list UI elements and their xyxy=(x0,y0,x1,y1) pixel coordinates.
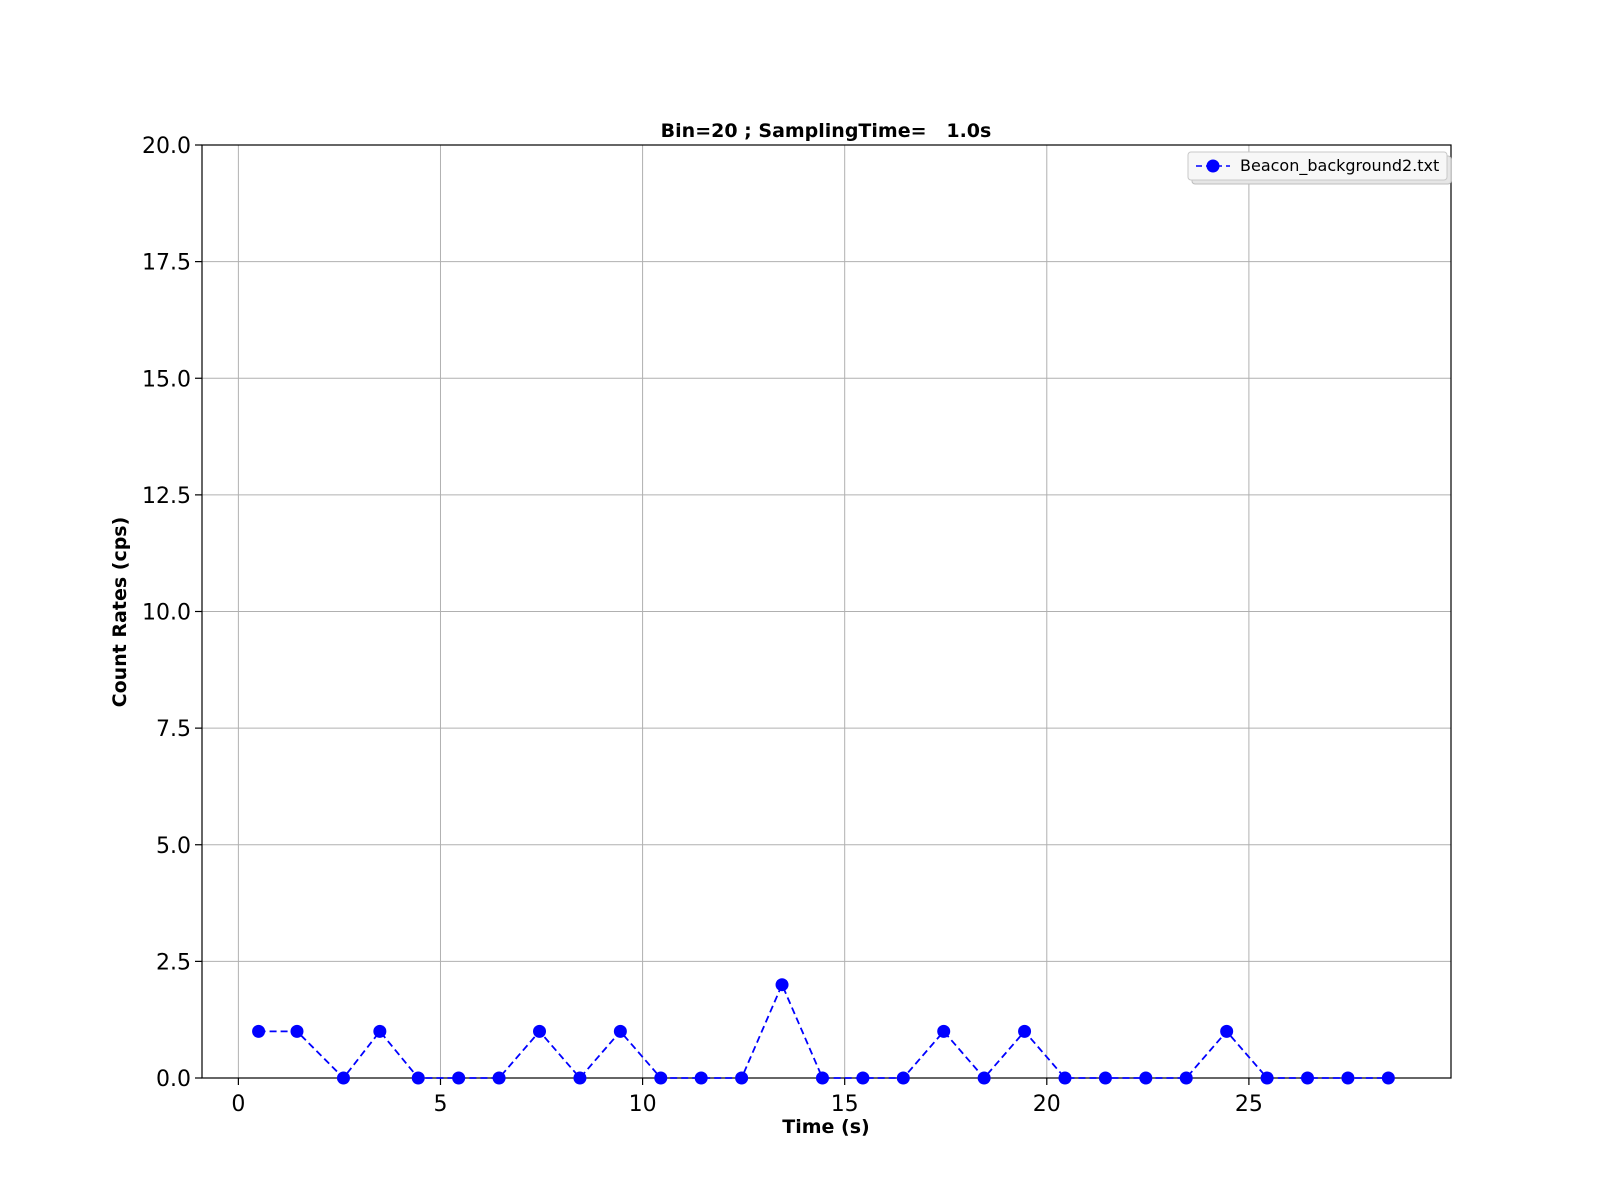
legend-box xyxy=(1187,151,1448,181)
axis-ticks: 0 5 10 15 20 25 0.0 2.5 5.0 7.5 10.0 12.5 15.0 17.5 20… xyxy=(142,134,1263,1117)
y-tick-label: 10.0 xyxy=(142,601,191,626)
y-tick-label: 17.5 xyxy=(142,251,191,276)
x-tick-label: 0 xyxy=(231,1092,245,1117)
x-tick-label: 20 xyxy=(1033,1092,1061,1117)
data-point xyxy=(1381,1071,1395,1085)
data-point xyxy=(290,1024,304,1038)
data-point xyxy=(373,1024,387,1038)
data-point xyxy=(492,1071,506,1085)
data-point xyxy=(1301,1071,1315,1085)
data-point xyxy=(613,1024,627,1038)
y-tick-label: 20.0 xyxy=(142,134,191,159)
data-point xyxy=(1098,1071,1112,1085)
data-point xyxy=(977,1071,991,1085)
data-point xyxy=(1220,1024,1234,1038)
y-tick-label: 15.0 xyxy=(142,367,191,392)
data-point xyxy=(452,1071,466,1085)
grid xyxy=(202,144,1451,1079)
data-point xyxy=(1058,1071,1072,1085)
series-line xyxy=(258,982,1389,1080)
data-point xyxy=(815,1071,829,1085)
data-point xyxy=(775,978,789,992)
legend-marker-icon xyxy=(1206,159,1220,173)
data-point xyxy=(856,1071,870,1085)
chart-title: Bin=20 ; SamplingTime= 1.0s xyxy=(661,120,992,142)
data-point xyxy=(411,1071,425,1085)
data-point xyxy=(896,1071,910,1085)
x-tick-label: 5 xyxy=(433,1092,447,1117)
data-point xyxy=(336,1071,350,1085)
data-point xyxy=(694,1071,708,1085)
x-tick-label: 10 xyxy=(629,1092,657,1117)
y-axis-title: Count Rates (cps) xyxy=(109,517,131,708)
y-tick-label: 7.5 xyxy=(156,717,191,742)
data-point xyxy=(1260,1071,1274,1085)
y-tick-label: 2.5 xyxy=(156,950,191,975)
x-tick-label: 25 xyxy=(1235,1092,1263,1117)
y-tick-label: 5.0 xyxy=(156,834,191,859)
data-point xyxy=(533,1024,547,1038)
data-point xyxy=(1139,1071,1153,1085)
series-layer xyxy=(252,978,1395,1085)
data-point xyxy=(1179,1071,1193,1085)
data-point xyxy=(735,1071,749,1085)
data-point xyxy=(654,1071,668,1085)
legend-label: Beacon_background2.txt xyxy=(1240,156,1439,176)
legend: Beacon_background2.txt xyxy=(1187,151,1452,185)
data-point xyxy=(1341,1071,1355,1085)
data-point xyxy=(937,1024,951,1038)
y-tick-label: 12.5 xyxy=(142,484,191,509)
data-point xyxy=(252,1024,266,1038)
x-axis-title: Time (s) xyxy=(782,1116,869,1138)
data-point xyxy=(573,1071,587,1085)
x-tick-label: 15 xyxy=(831,1092,859,1117)
y-tick-label: 0.0 xyxy=(156,1067,191,1092)
data-point xyxy=(1018,1024,1032,1038)
